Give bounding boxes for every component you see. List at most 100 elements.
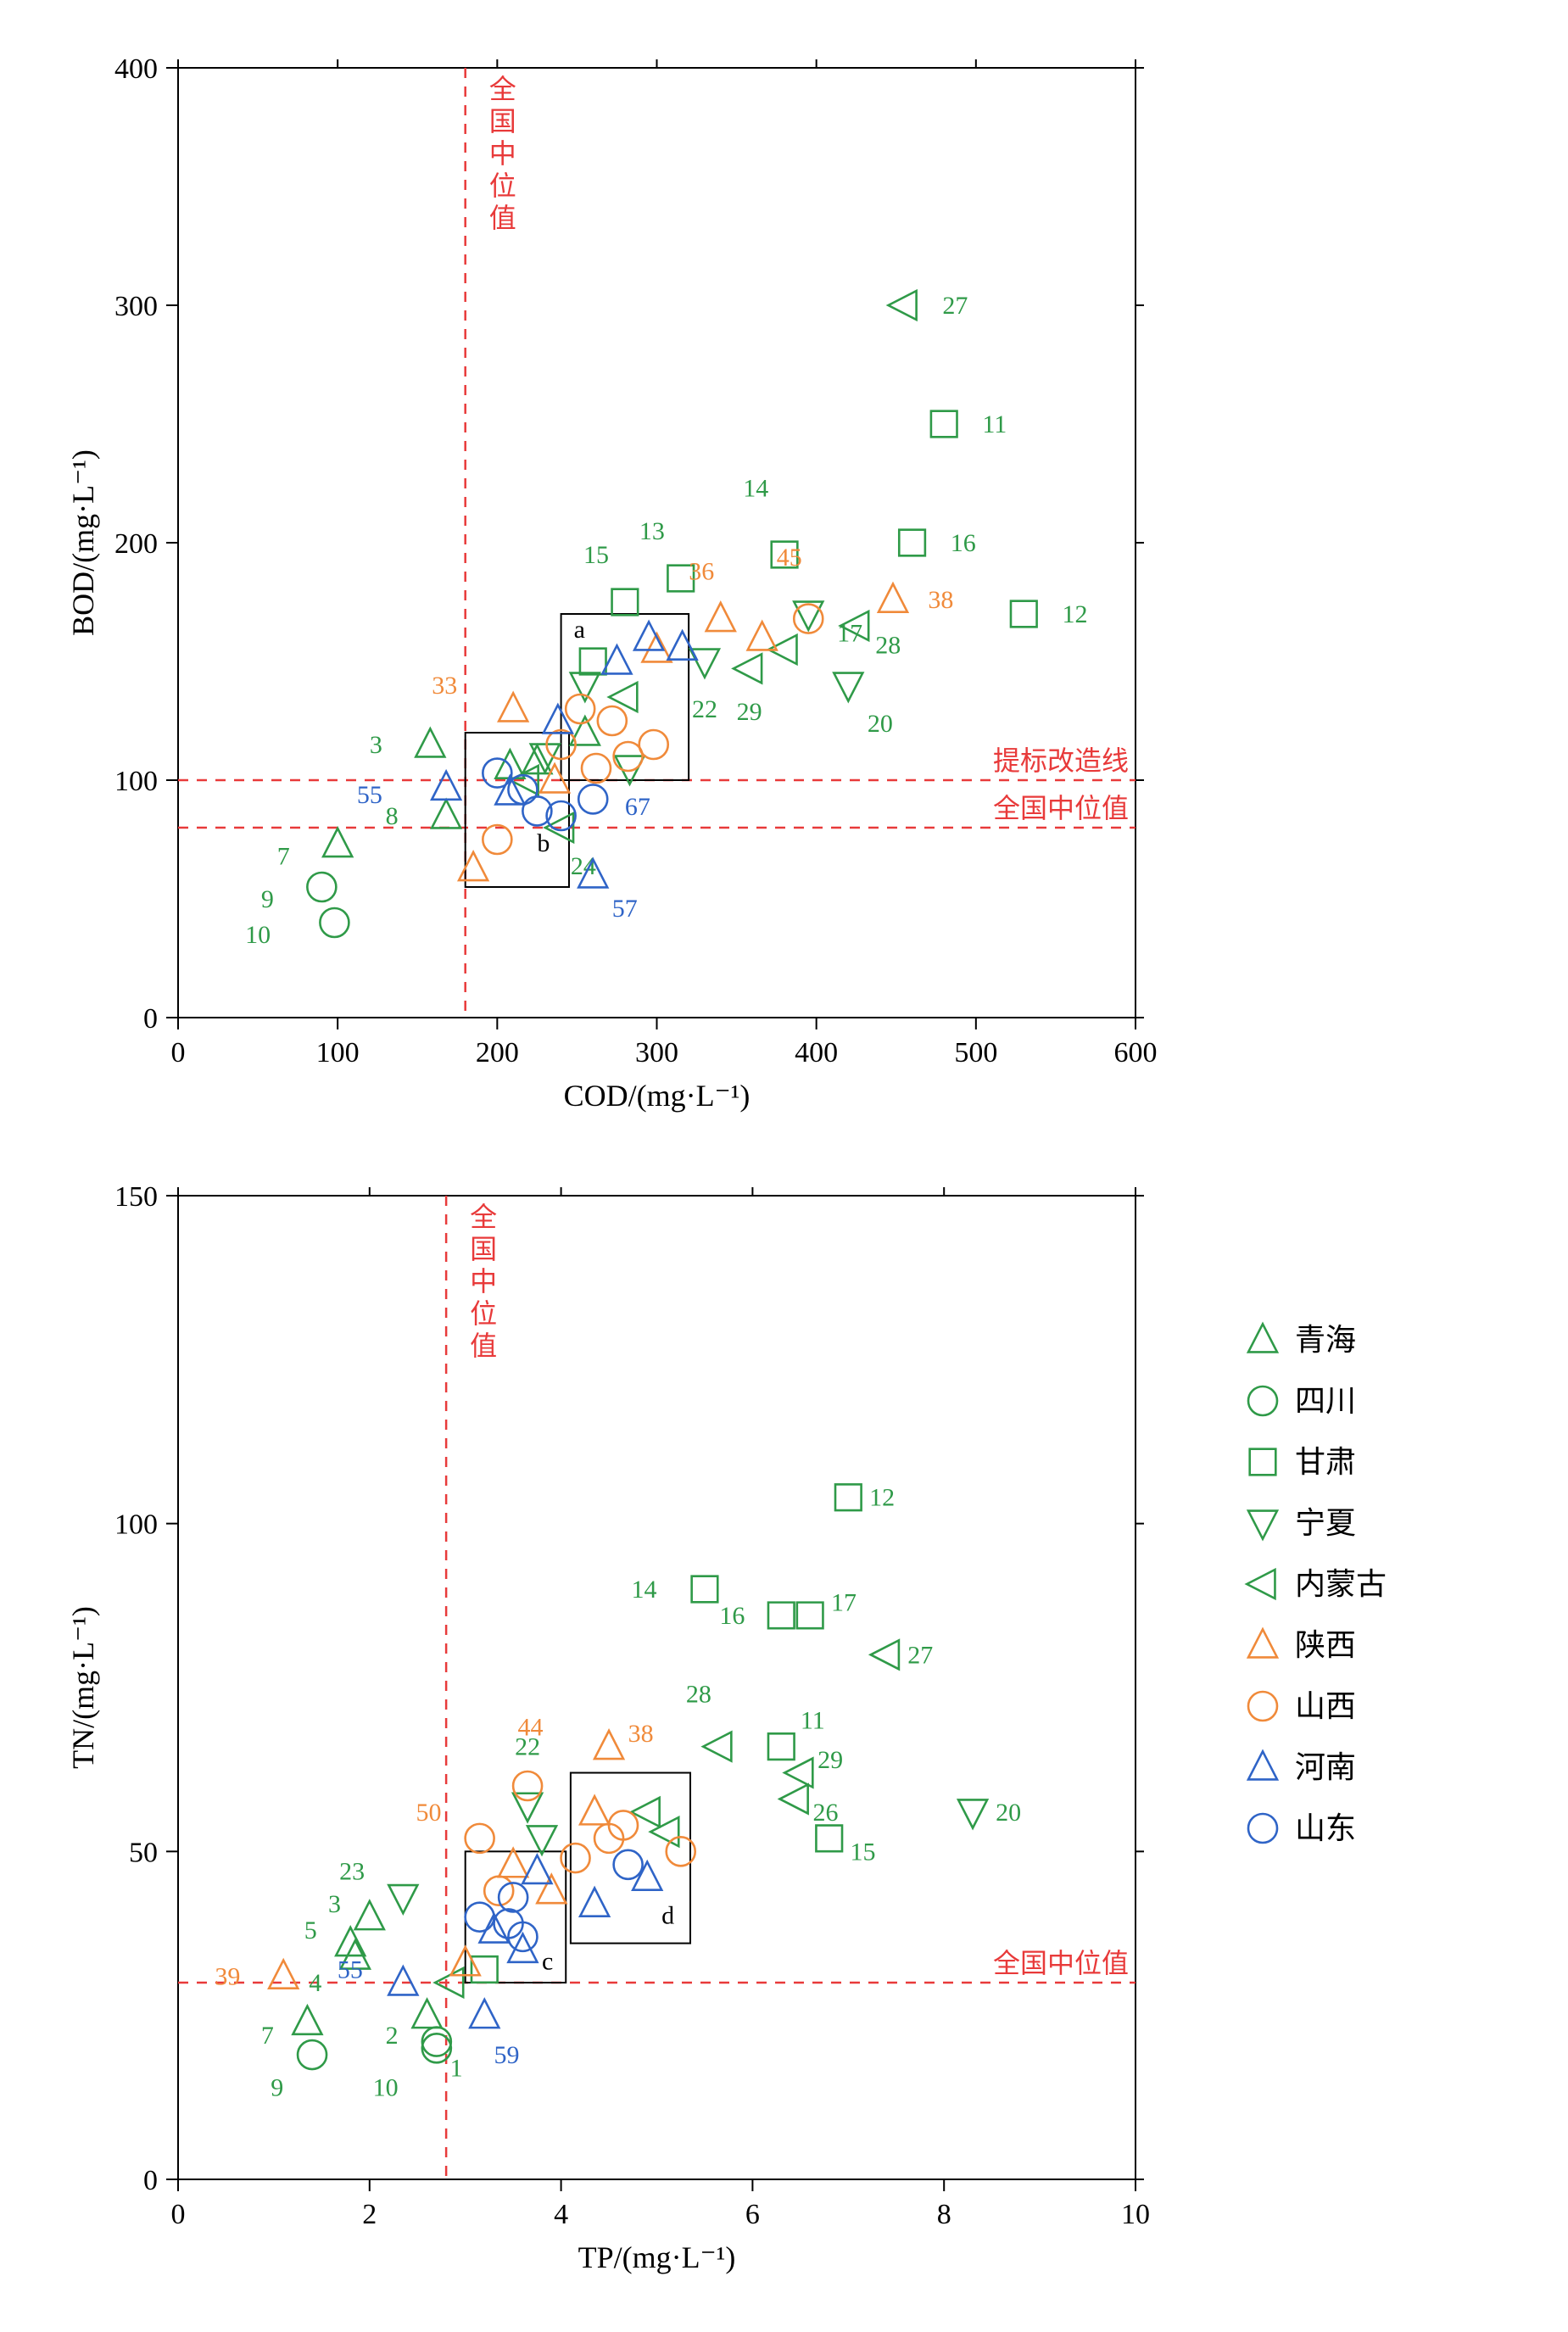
x-tick-label: 600 xyxy=(1114,1037,1158,1068)
region-box-label-d: d xyxy=(661,1901,674,1929)
data-point xyxy=(527,1826,556,1854)
y-tick-label: 400 xyxy=(114,53,158,85)
data-point xyxy=(650,1817,678,1846)
point-label: 29 xyxy=(817,1746,843,1774)
top-chart: 01002003004005006000100200300400COD/(mg·… xyxy=(17,17,1568,1145)
data-point xyxy=(537,1875,566,1903)
ref-vline-label: 中 xyxy=(470,1266,497,1297)
data-point: 3 xyxy=(328,1890,384,1929)
x-tick-label: 0 xyxy=(171,1037,186,1068)
point-label: 10 xyxy=(245,921,271,949)
data-point: 12 xyxy=(1011,600,1087,628)
data-point: 17 xyxy=(794,602,862,648)
data-point: 8 xyxy=(386,800,460,830)
point-label: 1 xyxy=(450,2055,463,2083)
data-point: 38 xyxy=(879,584,953,615)
point-label: 28 xyxy=(875,631,901,659)
point-label: 27 xyxy=(942,292,968,320)
data-point xyxy=(580,649,606,675)
point-label: 59 xyxy=(494,2041,520,2069)
x-tick-label: 0 xyxy=(171,2199,186,2230)
point-label: 20 xyxy=(868,710,893,738)
legend-label: 陕西 xyxy=(1295,1628,1356,1662)
point-label: 23 xyxy=(339,1858,365,1886)
data-point xyxy=(522,1855,551,1883)
ref-vline-label: 位 xyxy=(489,170,516,201)
legend-item: 山西 xyxy=(1248,1689,1356,1723)
point-label: 22 xyxy=(692,695,717,723)
legend-item: 河南 xyxy=(1248,1750,1356,1784)
point-label: 36 xyxy=(689,558,714,586)
legend-marker-circle xyxy=(1248,1814,1277,1843)
x-tick-label: 100 xyxy=(316,1037,360,1068)
data-point: 12 xyxy=(835,1484,895,1512)
data-point xyxy=(598,706,627,735)
legend-item: 青海 xyxy=(1248,1323,1356,1357)
data-point xyxy=(566,695,594,723)
data-point: 9 xyxy=(271,2040,326,2102)
data-point: 16 xyxy=(899,529,975,557)
y-tick-label: 50 xyxy=(129,1837,158,1868)
point-label: 50 xyxy=(416,1799,441,1827)
data-point xyxy=(614,1850,643,1879)
data-point xyxy=(582,754,611,783)
data-point: 29 xyxy=(734,654,762,725)
x-tick-label: 2 xyxy=(362,2199,377,2230)
point-label: 3 xyxy=(328,1890,341,1918)
data-point: 7 xyxy=(277,828,352,871)
x-tick-label: 4 xyxy=(554,2199,568,2230)
legend-label: 河南 xyxy=(1295,1750,1356,1784)
y-tick-label: 0 xyxy=(143,1003,158,1035)
legend-item: 四川 xyxy=(1248,1384,1356,1418)
legend-label: 宁夏 xyxy=(1295,1506,1356,1540)
legend-item: 甘肃 xyxy=(1250,1445,1356,1479)
legend-label: 山东 xyxy=(1295,1811,1356,1845)
region-box-label-a: a xyxy=(574,616,585,644)
y-tick-label: 100 xyxy=(114,1509,158,1541)
point-label: 9 xyxy=(271,2074,283,2102)
point-label: 67 xyxy=(625,793,650,821)
legend-label: 山西 xyxy=(1295,1689,1356,1723)
region-box-label-b: b xyxy=(537,829,550,857)
point-label: 38 xyxy=(628,1720,654,1748)
point-label: 27 xyxy=(907,1641,933,1669)
ref-vline-label: 值 xyxy=(489,203,516,233)
data-point xyxy=(748,622,777,650)
y-tick-label: 0 xyxy=(143,2165,158,2196)
data-point xyxy=(571,673,600,701)
data-point xyxy=(459,852,488,880)
data-point: 17 xyxy=(797,1588,857,1628)
point-label: 7 xyxy=(261,2022,274,2050)
legend-item: 宁夏 xyxy=(1248,1506,1356,1540)
point-label: 14 xyxy=(743,475,768,503)
point-label: 5 xyxy=(304,1916,317,1944)
legend-marker-square xyxy=(1250,1449,1276,1476)
point-label: 16 xyxy=(719,1602,745,1630)
legend-marker-triangle-down xyxy=(1248,1511,1277,1539)
point-label: 12 xyxy=(1062,600,1087,628)
data-point xyxy=(540,764,569,792)
data-point xyxy=(483,825,511,854)
y-axis-label: TN/(mg·L⁻¹) xyxy=(66,1606,100,1769)
ref-vline-label: 国 xyxy=(470,1234,497,1264)
point-label: 16 xyxy=(951,529,976,557)
point-label: 38 xyxy=(928,586,953,614)
point-label: 11 xyxy=(801,1707,825,1735)
legend-label: 四川 xyxy=(1295,1384,1356,1418)
legend-marker-circle xyxy=(1248,1386,1277,1415)
point-label: 28 xyxy=(686,1681,711,1709)
legend-label: 甘肃 xyxy=(1295,1445,1356,1479)
point-label: 4 xyxy=(309,1969,321,1997)
point-label: 55 xyxy=(357,781,382,809)
data-point xyxy=(580,1796,609,1824)
point-label: 55 xyxy=(338,1956,363,1984)
x-tick-label: 300 xyxy=(635,1037,678,1068)
data-point: 67 xyxy=(578,784,650,820)
data-point: 15 xyxy=(816,1826,875,1866)
data-point: 57 xyxy=(578,859,638,923)
point-label: 17 xyxy=(837,619,862,647)
legend-marker-triangle-up xyxy=(1248,1324,1277,1352)
bottom-chart: 0246810050100150TP/(mg·L⁻¹)TN/(mg·L⁻¹)全国… xyxy=(17,1145,1568,2315)
point-label: 2 xyxy=(386,2022,399,2050)
ref-vline-label: 中 xyxy=(489,138,516,169)
